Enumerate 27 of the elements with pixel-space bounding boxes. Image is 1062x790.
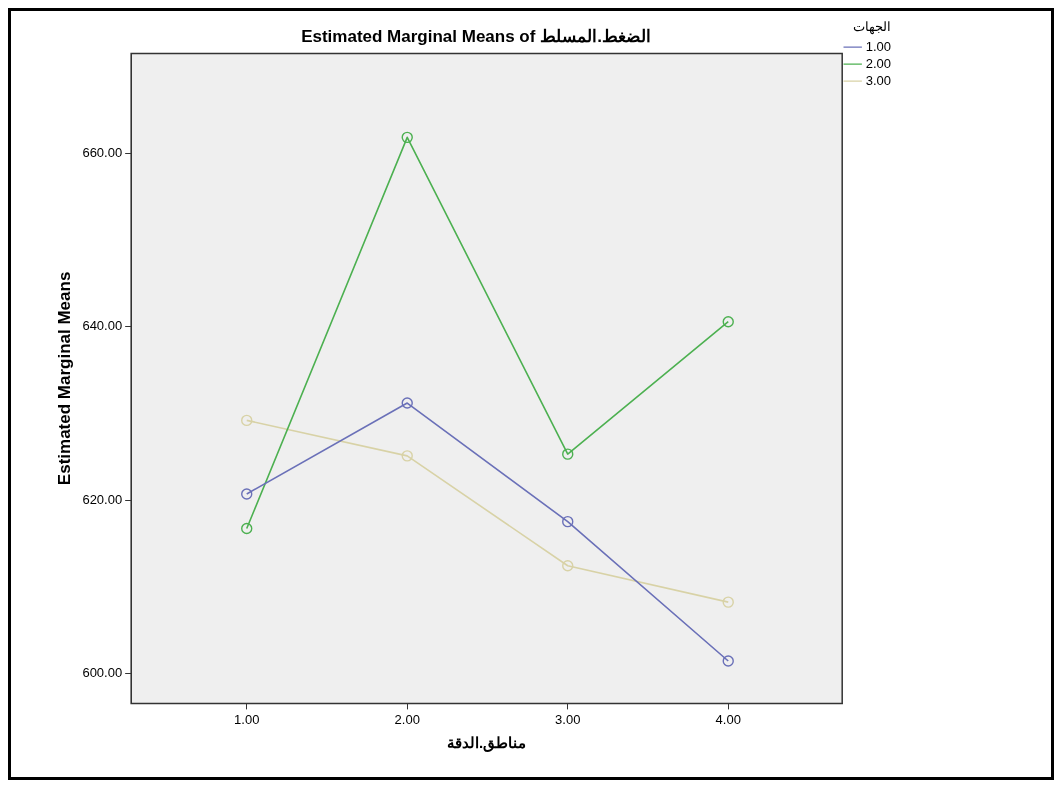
x-tick-label: 2.00 xyxy=(394,711,420,727)
x-tick-label: 4.00 xyxy=(715,711,741,727)
legend-label: 2.00 xyxy=(865,55,892,71)
point xyxy=(722,596,734,608)
point xyxy=(241,522,253,535)
point xyxy=(401,450,413,462)
point xyxy=(401,131,413,144)
x-tick-label: 1.00 xyxy=(234,711,260,727)
y-tick-label: 660.00 xyxy=(82,145,123,161)
y-tick-label: 640.00 xyxy=(82,318,123,334)
x-tick-label: 3.00 xyxy=(555,711,581,727)
y-tick-label: 600.00 xyxy=(82,664,123,680)
point xyxy=(562,515,574,528)
chart-title: Estimated Marginal Means of الضغط.المسلط xyxy=(301,26,651,46)
point xyxy=(722,655,734,667)
point xyxy=(401,397,413,409)
legend-label: 1.00 xyxy=(865,38,892,54)
point xyxy=(241,414,253,427)
x-axis-title: مناطق.الدقة xyxy=(447,734,527,753)
y-axis-title: Estimated Marginal Means xyxy=(54,271,74,486)
point xyxy=(562,448,574,460)
legend-title: الجهات xyxy=(852,19,891,36)
point xyxy=(241,488,253,500)
y-tick-label: 620.00 xyxy=(82,491,123,507)
point xyxy=(722,316,734,328)
point xyxy=(562,560,574,572)
legend-label: 3.00 xyxy=(865,72,892,88)
